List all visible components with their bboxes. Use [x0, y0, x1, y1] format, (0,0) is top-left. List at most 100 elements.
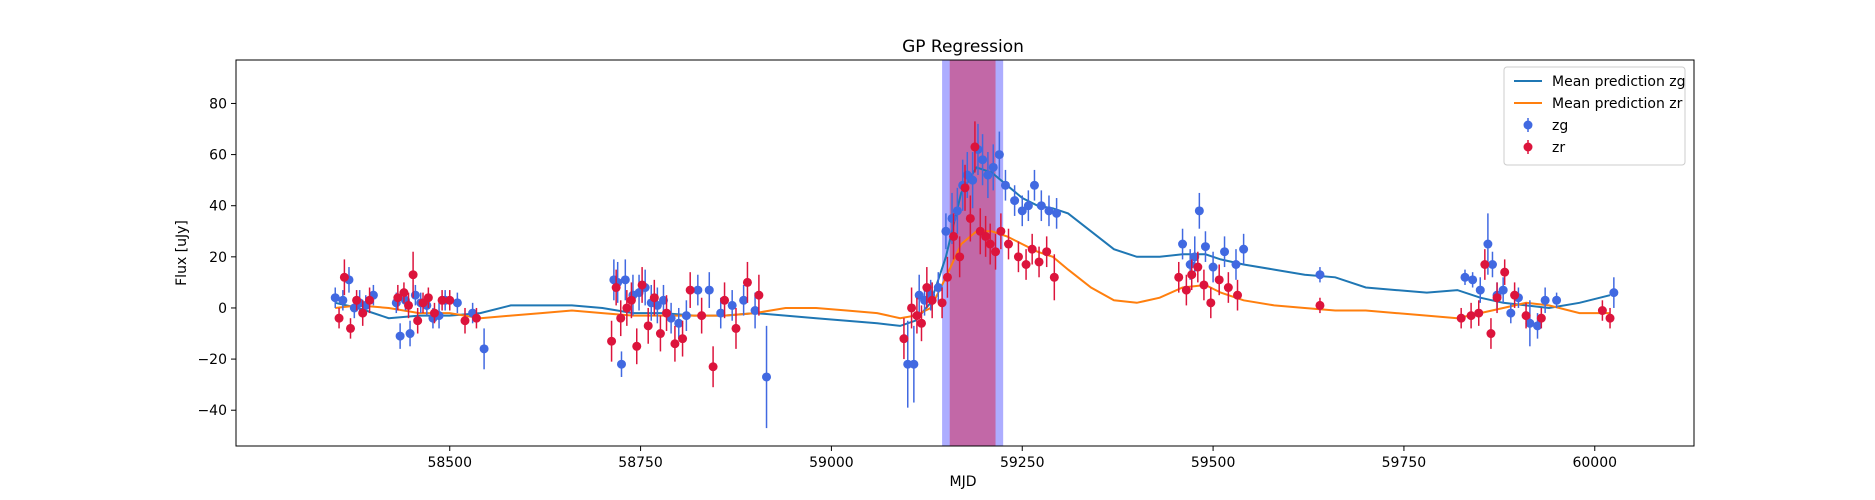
data-point [430, 309, 439, 318]
x-tick-label: 59500 [1191, 455, 1236, 471]
data-point [621, 275, 630, 284]
data-point [1598, 306, 1607, 315]
data-point [1037, 201, 1046, 210]
data-point [1541, 296, 1550, 305]
data-point [461, 316, 470, 325]
data-point [346, 324, 355, 333]
data-point [917, 319, 926, 328]
data-point [986, 240, 995, 249]
data-point [1022, 260, 1031, 269]
data-point [638, 280, 647, 289]
data-point [995, 150, 1004, 159]
data-point [1186, 260, 1195, 269]
x-tick-label: 59750 [1382, 455, 1427, 471]
x-tick-label: 60000 [1572, 455, 1617, 471]
data-point [622, 303, 631, 312]
data-point [406, 329, 415, 338]
data-point [1187, 270, 1196, 279]
data-point [955, 252, 964, 261]
data-point [352, 296, 361, 305]
data-point [1050, 273, 1059, 282]
data-point [1239, 245, 1248, 254]
legend-label: Mean prediction zg [1552, 74, 1686, 90]
x-axis-label: MJD [950, 474, 977, 490]
data-point [1467, 311, 1476, 320]
x-tick-label: 58500 [427, 455, 472, 471]
data-point [1199, 280, 1208, 289]
data-point [1499, 286, 1508, 295]
data-point [656, 329, 665, 338]
data-point [612, 283, 621, 292]
data-point [1476, 286, 1485, 295]
data-point [912, 311, 921, 320]
x-axis-ticks: 58500 58750 59000 59250 59500 59750 60000 [427, 446, 1617, 471]
data-point [983, 171, 992, 180]
data-point [409, 270, 418, 279]
data-point [907, 303, 916, 312]
y-tick-label: 40 [209, 199, 227, 215]
data-point [948, 214, 957, 223]
data-point [1030, 181, 1039, 190]
data-point [961, 183, 970, 192]
data-point [1486, 329, 1495, 338]
data-point [662, 309, 671, 318]
data-point [1606, 314, 1615, 323]
data-point [650, 293, 659, 302]
data-point [413, 316, 422, 325]
data-point [678, 334, 687, 343]
data-point [970, 142, 979, 151]
y-tick-label: 80 [209, 96, 227, 112]
data-point [1224, 283, 1233, 292]
legend-label: zr [1552, 140, 1565, 156]
data-point [762, 372, 771, 381]
y-tick-label: −20 [197, 352, 227, 368]
data-point [978, 155, 987, 164]
data-point [644, 321, 653, 330]
data-point [899, 334, 908, 343]
data-point [1174, 273, 1183, 282]
data-point [472, 314, 481, 323]
data-point [1042, 247, 1051, 256]
data-point [399, 288, 408, 297]
data-point [1010, 196, 1019, 205]
x-tick-label: 59000 [809, 455, 854, 471]
legend-label: Mean prediction zr [1552, 96, 1683, 112]
data-point [1178, 240, 1187, 249]
data-point [705, 286, 714, 295]
data-point [1052, 209, 1061, 218]
data-point [989, 163, 998, 172]
data-point [480, 344, 489, 353]
data-point [453, 298, 462, 307]
data-point [938, 298, 947, 307]
data-point [1493, 293, 1502, 302]
data-point [1209, 263, 1218, 272]
y-tick-label: 60 [209, 148, 227, 164]
data-point [1483, 240, 1492, 249]
data-point [686, 286, 695, 295]
data-point [607, 337, 616, 346]
data-point [1468, 275, 1477, 284]
data-point [949, 232, 958, 241]
data-point [1460, 273, 1469, 282]
data-point [1233, 291, 1242, 300]
data-point [396, 332, 405, 341]
data-point [1024, 201, 1033, 210]
data-point [1506, 309, 1515, 318]
y-axis-label: Flux [uJy] [174, 220, 190, 286]
data-point [996, 227, 1005, 236]
data-point [981, 232, 990, 241]
data-point [331, 293, 340, 302]
data-point [1044, 206, 1053, 215]
data-point [1001, 181, 1010, 190]
x-tick-label: 59250 [1000, 455, 1045, 471]
data-point [1510, 291, 1519, 300]
data-point [1193, 263, 1202, 272]
y-tick-label: 20 [209, 250, 227, 266]
data-point [1215, 275, 1224, 284]
chart-title: GP Regression [902, 37, 1024, 57]
y-axis-ticks: −40 −20 0 20 40 60 80 [197, 96, 236, 419]
data-point [1028, 245, 1037, 254]
data-point [616, 314, 625, 323]
data-point [909, 360, 918, 369]
